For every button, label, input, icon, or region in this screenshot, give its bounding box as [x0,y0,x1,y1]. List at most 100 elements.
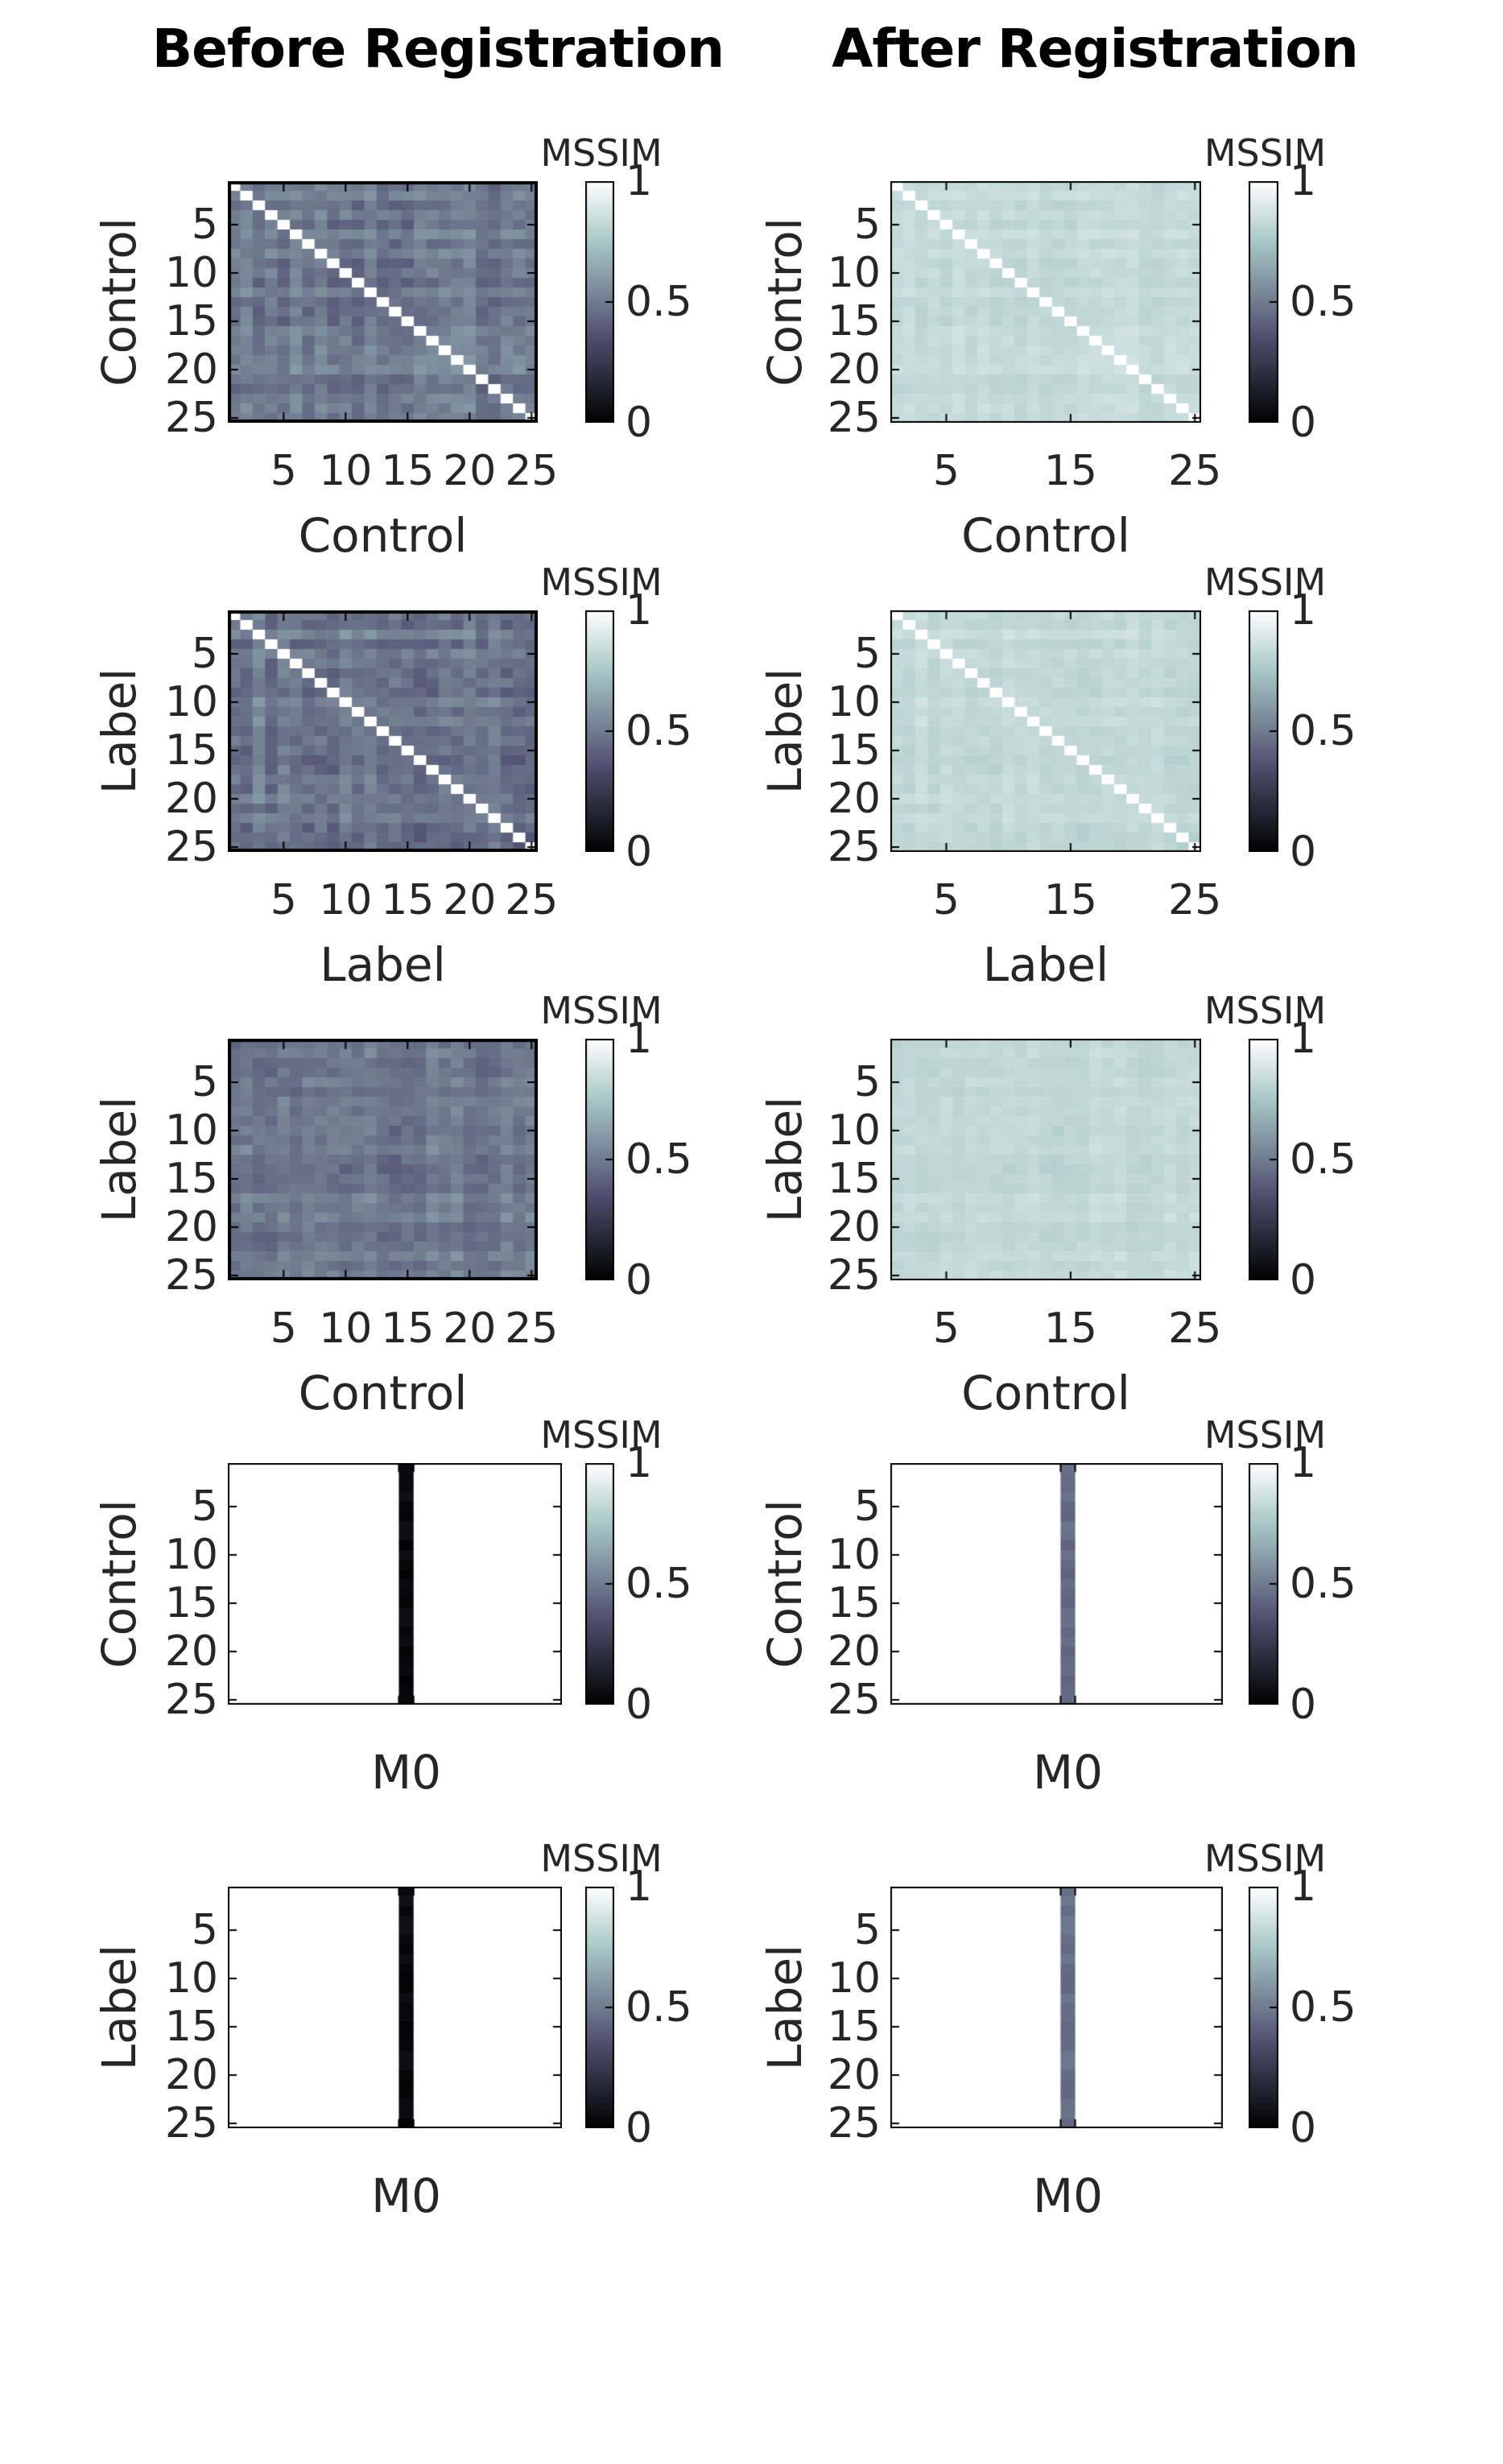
y-tick-label: 5 [191,201,218,249]
y-tick-label: 10 [827,678,881,726]
colorbar-tick-label: 0 [1290,828,1317,876]
y-tick-label: 25 [827,1676,881,1724]
colorbar-tick-label: 0.5 [1290,1983,1356,2032]
y-tick-label: 20 [827,1627,881,1676]
colorbar-tick-label: 0.5 [626,1983,692,2032]
colorbar-tick-label: 0.5 [1290,278,1356,326]
colorbar-tick-label: 1 [1290,1015,1317,1063]
y-tick-label: 5 [191,1482,218,1531]
colorbar-tick-label: 0 [626,828,653,876]
colorbar-tick-label: 0 [626,1256,653,1304]
y-tick-label: 15 [827,1579,881,1627]
colorbar-tick-label: 1 [1290,157,1317,205]
colorbar-title-mssim: MSSIM [1204,989,1327,1032]
x-axis-label: Control [298,508,468,563]
y-tick-label: 10 [827,249,881,297]
x-tick-label: 5 [932,447,960,495]
x-axis-label: M0 [1033,1745,1104,1800]
x-tick-label: 20 [443,447,497,495]
colorbar-tick-label: 0 [626,1681,653,1729]
x-tick-label: 5 [270,876,297,924]
y-tick-label: 5 [853,630,881,678]
y-tick-label: 15 [164,1155,218,1203]
y-tick-label: 20 [164,1627,218,1676]
colorbar [1249,1039,1278,1280]
x-axis-label: M0 [1033,2168,1104,2223]
x-axis-label: Control [298,1366,468,1420]
x-tick-label: 10 [319,1304,373,1353]
y-axis-label: Control [92,1499,147,1668]
y-tick-label: 10 [164,249,218,297]
y-tick-label: 5 [191,630,218,678]
y-axis-label: Control [758,217,812,387]
y-tick-label: 15 [827,1155,881,1203]
colorbar [1249,1887,1278,2128]
colorbar [585,1463,614,1705]
x-axis-label: M0 [371,1745,442,1800]
y-tick-label: 25 [827,394,881,442]
x-tick-label: 10 [319,447,373,495]
y-tick-label: 25 [164,823,218,871]
y-tick-label: 20 [827,1203,881,1251]
colorbar-tick-label: 0 [626,2104,653,2152]
y-tick-label: 10 [164,1106,218,1155]
y-tick-label: 10 [164,1954,218,2003]
y-axis-label: Label [758,1944,812,2071]
y-tick-label: 20 [164,2051,218,2099]
y-axis-label: Label [92,668,147,795]
x-axis-label: Label [320,937,446,992]
y-tick-label: 25 [164,1251,218,1300]
colorbar [1249,610,1278,852]
heatmap-canvas [890,610,1201,852]
colorbar-title-mssim: MSSIM [540,560,663,604]
heatmap-canvas [228,610,538,852]
y-tick-label: 25 [827,2099,881,2148]
y-tick-label: 20 [827,2051,881,2099]
colorbar-title-mssim: MSSIM [540,1837,663,1880]
m0-column-canvas [890,1887,1223,2128]
colorbar-title-mssim: MSSIM [1204,1413,1327,1457]
x-tick-label: 15 [381,447,435,495]
colorbar-title-mssim: MSSIM [540,131,663,175]
heatmap-canvas [228,1039,538,1280]
y-tick-label: 5 [853,1906,881,1954]
y-tick-label: 5 [853,1482,881,1531]
m0-column-canvas [228,1887,562,2128]
x-tick-label: 15 [381,1304,435,1353]
y-tick-label: 15 [827,2003,881,2051]
y-tick-label: 15 [827,726,881,775]
colorbar-tick-label: 1 [626,586,653,635]
x-tick-label: 5 [270,1304,297,1353]
y-tick-label: 25 [164,1676,218,1724]
x-tick-label: 20 [443,1304,497,1353]
y-tick-label: 20 [827,345,881,394]
m0-column-canvas [890,1463,1223,1705]
colorbar [1249,181,1278,423]
colorbar [585,181,614,423]
x-tick-label: 5 [270,447,297,495]
x-tick-label: 15 [1043,447,1097,495]
y-tick-label: 15 [164,2003,218,2051]
colorbar-title-mssim: MSSIM [1204,131,1327,175]
x-tick-label: 15 [381,876,435,924]
colorbar-tick-label: 0 [1290,2104,1317,2152]
heatmap-canvas [890,181,1201,423]
colorbar-tick-label: 0 [1290,399,1317,447]
x-axis-label: Control [961,508,1130,563]
y-tick-label: 20 [827,775,881,823]
x-tick-label: 25 [1168,447,1222,495]
y-tick-label: 5 [853,1058,881,1106]
y-tick-label: 15 [164,726,218,775]
colorbar [585,1039,614,1280]
x-tick-label: 15 [1043,1304,1097,1353]
column-title-after-registration: After Registration [832,18,1359,80]
colorbar-tick-label: 0.5 [1290,1135,1356,1184]
y-tick-label: 15 [827,297,881,345]
colorbar [585,1887,614,2128]
colorbar-tick-label: 0 [626,399,653,447]
colorbar-tick-label: 0.5 [626,1135,692,1184]
colorbar-tick-label: 0.5 [1290,1560,1356,1608]
y-tick-label: 20 [164,345,218,394]
colorbar-tick-label: 0 [1290,1681,1317,1729]
y-tick-label: 25 [827,1251,881,1300]
